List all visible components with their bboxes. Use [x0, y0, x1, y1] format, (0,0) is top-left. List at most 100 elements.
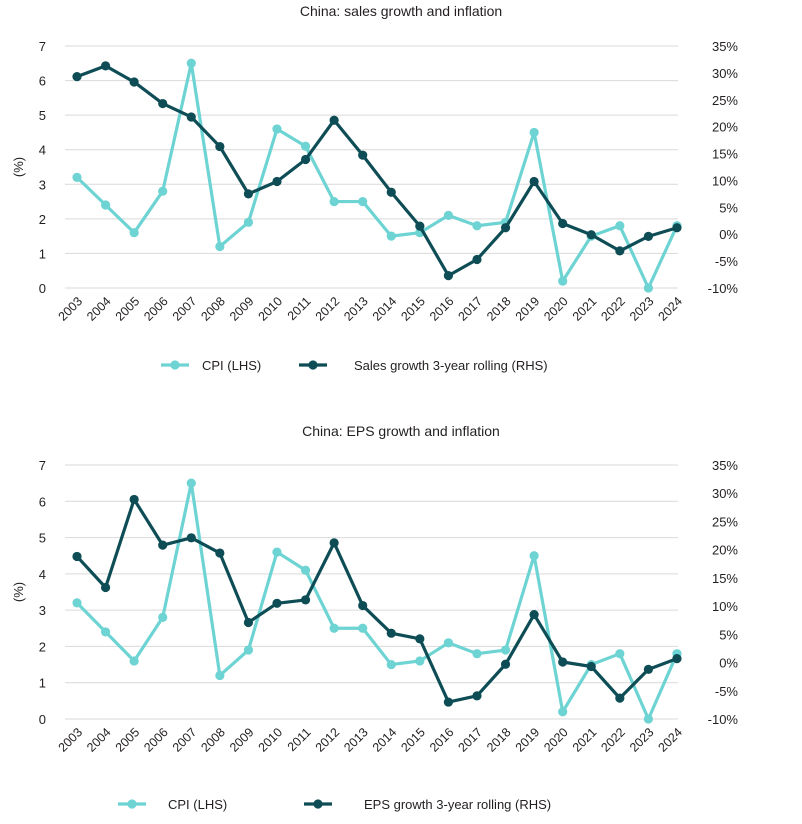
x-tick-label: 2014 — [370, 294, 400, 324]
right-tick-label: 5% — [719, 200, 738, 215]
data-point — [186, 58, 196, 68]
data-point — [186, 533, 196, 543]
legend-label: EPS growth 3-year rolling (RHS) — [364, 797, 551, 812]
data-point — [72, 598, 82, 608]
left-tick-label: 5 — [39, 531, 46, 546]
left-tick-label: 0 — [39, 712, 46, 727]
legend-swatch-marker — [127, 799, 137, 809]
data-point — [586, 661, 596, 672]
left-tick-label: 0 — [39, 281, 46, 296]
right-tick-label: 0% — [719, 656, 738, 671]
x-tick-label: 2014 — [370, 725, 400, 755]
chart-title: China: EPS growth and inflation — [302, 423, 500, 439]
data-point — [272, 598, 282, 608]
data-point — [72, 172, 82, 182]
data-point — [615, 221, 625, 231]
data-point — [415, 656, 425, 666]
right-tick-label: 30% — [712, 66, 738, 81]
data-point — [300, 154, 311, 165]
left-tick-label: 4 — [39, 143, 46, 158]
chart-2: China: EPS growth and inflation 0 1 2 3 4 5 6 7 -… — [11, 423, 738, 812]
data-point — [129, 656, 139, 666]
data-point — [243, 617, 254, 628]
x-tick-label: 2010 — [256, 725, 286, 755]
data-point — [500, 223, 511, 233]
left-tick-label: 1 — [39, 246, 46, 261]
data-point — [100, 582, 111, 593]
data-point — [500, 645, 511, 655]
data-point — [672, 223, 682, 233]
data-point — [472, 221, 482, 231]
data-point — [558, 218, 568, 229]
left-tick-label: 3 — [39, 603, 46, 618]
left-tick-label: 7 — [39, 39, 46, 54]
legend-label: Sales growth 3-year rolling (RHS) — [354, 358, 548, 373]
data-point — [329, 115, 339, 125]
data-point — [643, 231, 654, 241]
data-point — [72, 551, 82, 562]
data-point — [500, 659, 511, 669]
data-point — [358, 150, 368, 160]
data-point — [329, 196, 339, 207]
data-point — [529, 127, 539, 138]
data-point — [443, 697, 454, 707]
data-point — [672, 654, 682, 664]
x-tick-label: 2010 — [256, 294, 286, 324]
data-point — [215, 141, 225, 152]
series-line-1 — [75, 61, 679, 290]
y-axis-label: (%) — [11, 582, 26, 602]
left-tick-label: 1 — [39, 676, 46, 691]
left-tick-label: 4 — [39, 567, 46, 582]
x-tick-label: 2022 — [598, 725, 628, 755]
x-tick-label: 2021 — [570, 725, 600, 755]
x-tick-label: 2013 — [341, 294, 371, 324]
x-tick-label: 2023 — [627, 725, 657, 755]
data-point — [386, 231, 396, 241]
legend-swatch-marker — [313, 799, 323, 809]
y-axis-label: (%) — [11, 157, 26, 177]
x-tick-label: 2003 — [56, 294, 86, 324]
legend-swatch-marker — [308, 360, 318, 370]
right-tick-label: -5% — [715, 684, 739, 699]
data-point — [386, 659, 396, 670]
right-tick-label: 25% — [712, 514, 738, 529]
x-tick-label: 2020 — [541, 725, 571, 755]
x-tick-label: 2024 — [656, 294, 686, 324]
left-tick-label: 6 — [39, 494, 46, 509]
right-tick-label: 15% — [712, 147, 738, 162]
x-tick-label: 2024 — [656, 725, 686, 755]
x-tick-label: 2022 — [598, 294, 628, 324]
right-tick-label: -10% — [708, 712, 739, 727]
left-tick-label: 2 — [39, 212, 46, 227]
x-tick-label: 2023 — [627, 294, 657, 324]
right-tick-label: 25% — [712, 93, 738, 108]
data-point — [386, 187, 396, 197]
legend-swatch-marker — [170, 360, 180, 370]
left-tick-label: 6 — [39, 74, 46, 89]
series-line-2 — [76, 64, 678, 278]
x-tick-label: 2007 — [170, 725, 200, 755]
right-tick-label: 15% — [712, 571, 738, 586]
data-point — [386, 628, 396, 638]
x-tick-label: 2006 — [141, 294, 171, 324]
data-point — [358, 623, 368, 633]
data-point — [243, 217, 254, 227]
data-point — [129, 77, 139, 87]
data-point — [415, 221, 425, 231]
data-point — [100, 627, 111, 637]
right-tick-label: -5% — [715, 254, 739, 269]
data-point — [529, 551, 539, 561]
data-point — [443, 210, 454, 220]
chart-1: China: sales growth and inflation 0 1 2 3 4 5 6… — [11, 3, 738, 373]
data-point — [443, 638, 454, 648]
right-tick-label: 0% — [719, 227, 738, 242]
right-tick-label: 30% — [712, 486, 738, 501]
right-tick-label: 35% — [712, 39, 738, 54]
data-point — [158, 540, 168, 550]
right-tick-label: 10% — [712, 173, 738, 188]
data-point — [158, 186, 168, 196]
data-point — [215, 241, 225, 252]
data-point — [529, 609, 539, 620]
x-tick-label: 2012 — [313, 294, 343, 324]
data-point — [329, 538, 339, 548]
